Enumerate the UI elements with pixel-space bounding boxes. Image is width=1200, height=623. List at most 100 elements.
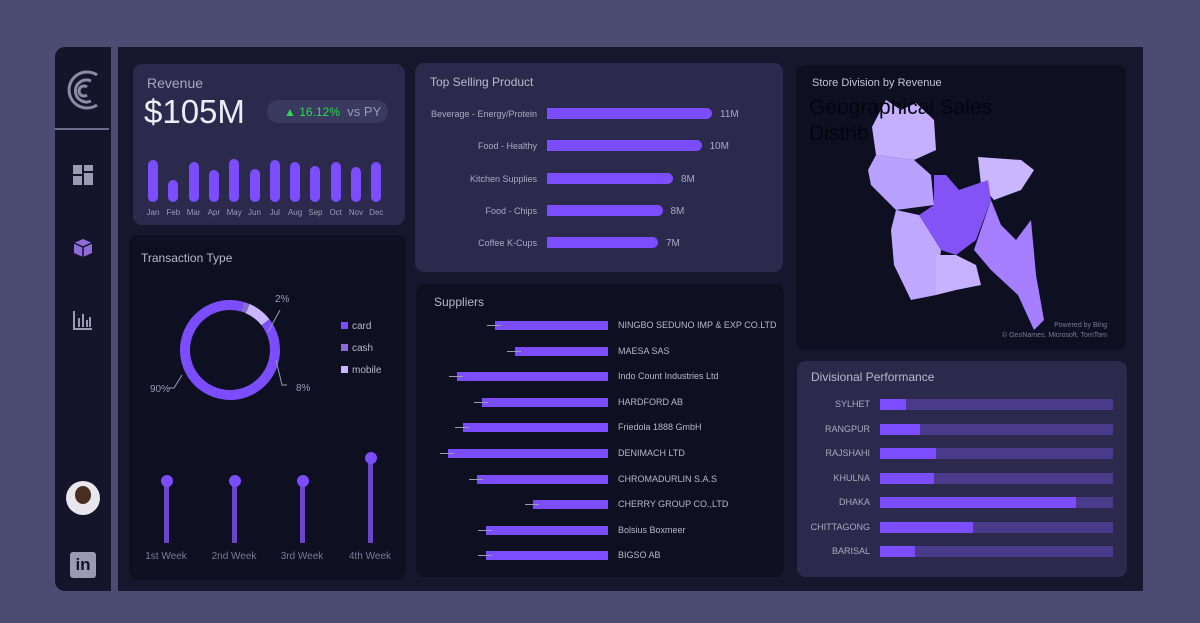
division-track [880, 448, 1113, 459]
card-pct-label: 90% [150, 384, 171, 395]
month-label: Oct [329, 208, 342, 217]
linkedin-icon[interactable]: in [70, 552, 96, 578]
month-bar[interactable] [330, 162, 341, 202]
donut-slice-card[interactable] [180, 300, 280, 400]
leader-line [275, 359, 287, 386]
division-bar[interactable] [880, 521, 974, 533]
supplier-bar[interactable] [448, 449, 608, 458]
month-label: Nov [348, 208, 364, 217]
error-bar [455, 427, 469, 429]
month-label: Jun [248, 208, 261, 217]
donut-slice-mobile[interactable] [245, 304, 270, 326]
product-bar[interactable] [547, 172, 673, 184]
month-label: Apr [207, 208, 221, 217]
donut-slice-cash[interactable] [240, 301, 250, 314]
revenue-card: Revenue $105M ▲ 16.12% vs PY Jan Feb Mar Ap… [133, 64, 405, 225]
week-stem [164, 481, 169, 543]
region-rangpur [872, 100, 936, 160]
supplier-bar[interactable] [486, 525, 608, 535]
product-bar[interactable] [547, 204, 663, 216]
supplier-bar[interactable] [515, 346, 608, 356]
sidebar: in [55, 47, 111, 591]
division-bar[interactable] [880, 423, 920, 435]
month-bar[interactable] [371, 162, 382, 202]
box-icon[interactable] [72, 237, 94, 259]
division-label: DHAKA [838, 497, 870, 507]
month-bar[interactable] [188, 162, 199, 202]
region-mymensingh-dhaka [919, 175, 991, 255]
week-stem [232, 481, 237, 543]
supplier-label: Bolsius Boxmeer [618, 524, 686, 535]
division-label: KHULNA [833, 472, 870, 483]
division-bar[interactable] [880, 399, 906, 410]
division-label: BARISAL [831, 546, 870, 556]
avatar[interactable] [66, 481, 100, 515]
month-label: Dec [369, 208, 384, 217]
week-dot[interactable] [228, 475, 241, 487]
week-stem [368, 458, 373, 543]
week-stem [300, 481, 305, 543]
revenue-value: $105M [144, 93, 245, 130]
month-bar[interactable] [148, 160, 158, 202]
week-label: 2nd Week [211, 551, 257, 562]
supplier-label: HARDFORD AB [618, 396, 684, 407]
transaction-card: Transaction Type card cash mobile 90% 2%… [129, 235, 406, 580]
change-badge: ▲ 16.12% vs PY [267, 100, 388, 123]
suppliers-card: Suppliers NINGBO SEDUNO IMP & EXP CO.LTD… [416, 284, 784, 577]
dashboard-grid-icon[interactable] [72, 164, 94, 186]
transaction-donut [168, 300, 287, 400]
supplier-bar[interactable] [463, 423, 608, 433]
division-bar[interactable] [880, 497, 1076, 508]
supplier-bar[interactable] [477, 474, 608, 484]
month-label: Sep [308, 208, 323, 217]
map-credit-sources: © GeoNames, Microsoft, TomTom [1002, 332, 1107, 339]
division-track [880, 399, 1113, 410]
region-rajshahi [868, 155, 934, 210]
product-value: 10M [709, 141, 729, 153]
supplier-bar[interactable] [486, 551, 608, 561]
month-bar[interactable] [269, 160, 280, 202]
product-value: 7M [666, 238, 680, 250]
month-label: Jan [146, 208, 160, 217]
month-bar[interactable] [351, 167, 361, 202]
legend-cash: cash [341, 343, 373, 354]
supplier-bar[interactable] [482, 397, 608, 407]
month-bar[interactable] [310, 166, 321, 202]
error-bar [474, 401, 488, 403]
supplier-bar[interactable] [533, 500, 608, 510]
error-bar [487, 325, 501, 326]
month-label: May [226, 208, 242, 217]
product-bar[interactable] [547, 108, 712, 119]
week-dot[interactable] [296, 475, 309, 487]
division-track [880, 472, 1113, 484]
week-label: 4th Week [348, 551, 392, 562]
division-bar[interactable] [880, 472, 934, 484]
month-bar[interactable] [168, 180, 179, 202]
bangladesh-division-map[interactable] [796, 65, 1126, 350]
bar-chart-icon[interactable] [72, 309, 94, 331]
division-bar[interactable] [880, 546, 915, 557]
top-selling-card: Top Selling Product Beverage - Energy/Pr… [415, 63, 783, 272]
division-bar[interactable] [880, 448, 936, 459]
product-bar[interactable] [547, 140, 702, 152]
leader-line [267, 309, 281, 333]
week-dot[interactable] [364, 452, 377, 464]
error-bar [525, 504, 539, 506]
supplier-bar[interactable] [457, 372, 608, 382]
month-bar[interactable] [229, 159, 240, 202]
week-dot[interactable] [160, 475, 173, 487]
product-bar[interactable] [547, 237, 658, 249]
product-label: Kitchen Supplies [469, 173, 537, 184]
vs-py: vs PY [347, 104, 382, 119]
leader-line [168, 374, 183, 389]
month-bar[interactable] [290, 162, 301, 202]
product-label: Food - Healthy [477, 141, 537, 152]
supplier-label: Indo Count Industries Ltd [618, 371, 719, 382]
division-track [880, 521, 1113, 533]
month-bar[interactable] [249, 169, 260, 202]
month-bar[interactable] [208, 170, 219, 202]
supplier-bar[interactable] [495, 321, 608, 330]
division-track [880, 546, 1113, 557]
mobile-pct-label: 8% [296, 383, 311, 394]
region-barisal [936, 255, 981, 295]
